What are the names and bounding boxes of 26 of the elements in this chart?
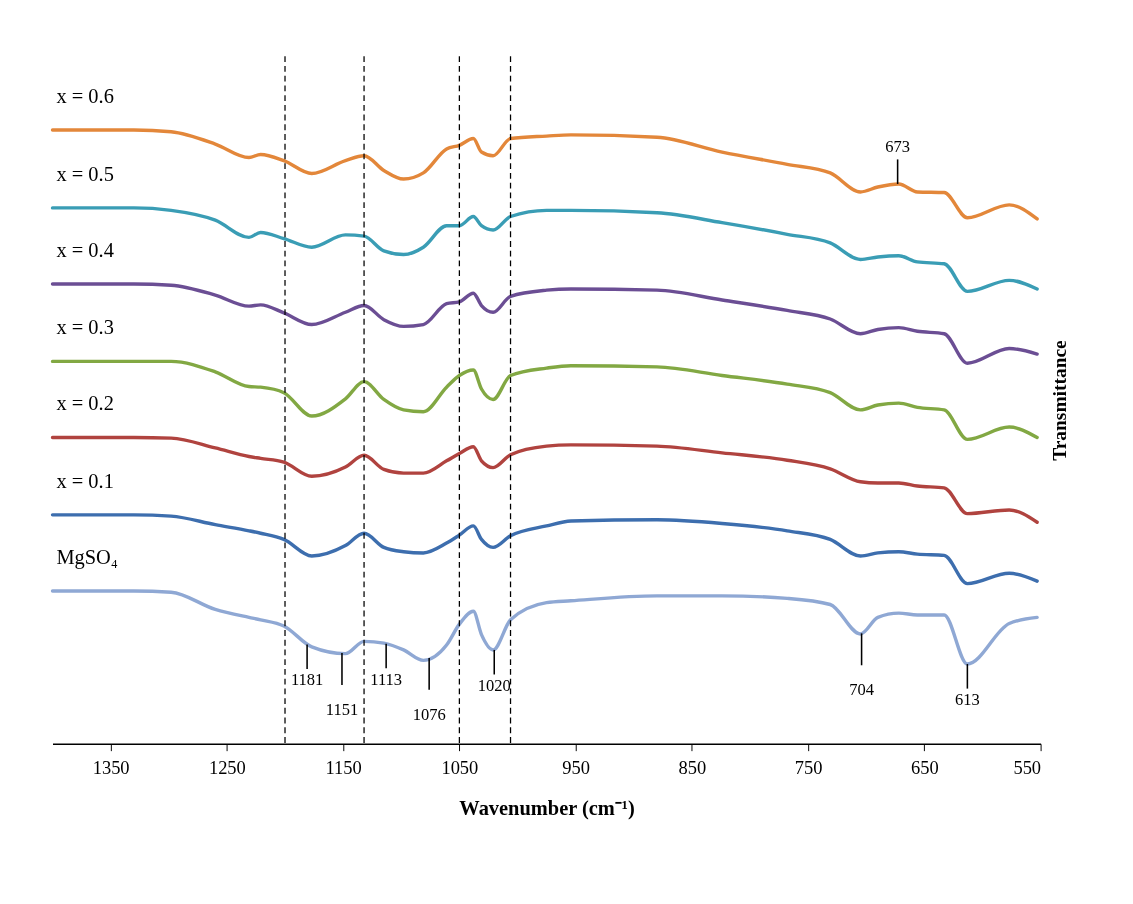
y-axis-title: Transmittance: [1049, 339, 1071, 461]
annotation: 1181: [290, 670, 324, 690]
annotation: 613: [954, 690, 980, 710]
series-label: x = 0.6: [56, 84, 114, 107]
series-label: x = 0.1: [56, 469, 114, 492]
annotation: 1020: [477, 676, 511, 696]
series-label: x = 0.4: [56, 238, 114, 261]
x-tick-label: 550: [1013, 757, 1042, 778]
x-tick-label: 750: [794, 757, 823, 778]
x-tick-label: 1050: [441, 757, 479, 778]
x-tick-label: 950: [562, 757, 590, 778]
x-tick-label: 1250: [208, 757, 246, 778]
annotation: 704: [849, 680, 874, 700]
series-label: MgSO₄: [56, 545, 118, 569]
annotation: 1151: [325, 700, 359, 720]
x-axis-title: Wavenumber (cm⁻¹): [459, 797, 635, 821]
annotation: 673: [885, 136, 911, 156]
series-label: x = 0.5: [56, 162, 114, 185]
x-tick-label: 850: [678, 757, 707, 778]
series-label: x = 0.3: [56, 316, 114, 339]
x-tick-label: 1350: [92, 757, 130, 778]
x-tick-label: 1150: [325, 757, 362, 778]
annotation: 1113: [370, 669, 403, 689]
annotation: 1076: [412, 704, 446, 724]
x-tick-label: 650: [911, 757, 939, 778]
series-label: x = 0.2: [56, 392, 114, 415]
